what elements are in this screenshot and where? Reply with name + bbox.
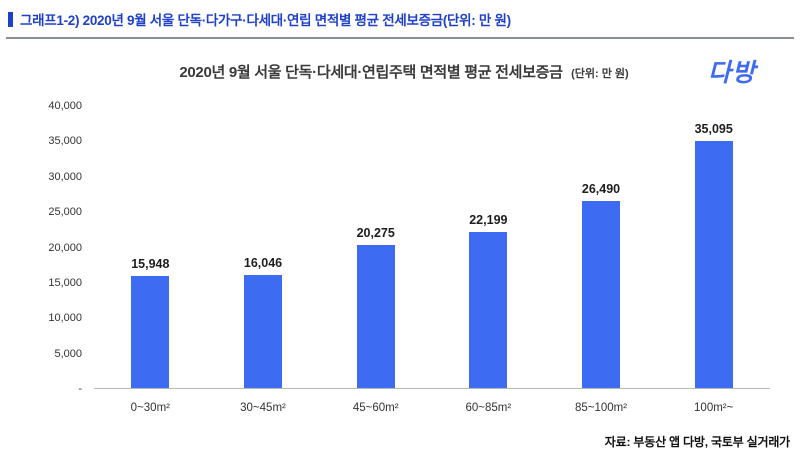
bar-value-label: 16,046 — [243, 255, 283, 270]
x-category-label: 30~45m² — [240, 402, 286, 414]
bar-column: 15,948 — [94, 106, 207, 388]
bar-column: 35,095 — [657, 106, 770, 388]
bar-column: 22,199 — [432, 106, 545, 388]
bar-column: 16,046 — [207, 106, 320, 388]
bar-value-label: 15,948 — [131, 256, 170, 271]
bar — [131, 275, 170, 388]
bar-value-label: 35,095 — [694, 121, 733, 136]
source-note: 자료: 부동산 앱 다방, 국토부 실거래가 — [604, 435, 790, 449]
bar — [469, 231, 508, 388]
x-category-label: 85~100m² — [574, 402, 628, 414]
x-category-label: 100m²~ — [694, 402, 734, 414]
bar-column: 26,490 — [545, 106, 658, 388]
x-category-label: 45~60m² — [352, 402, 399, 414]
bar-value-label: 20,275 — [356, 226, 395, 241]
chart-title-row: 2020년 9월 서울 단독·다세대·연립주택 면적별 평균 전세보증금 (단위… — [38, 61, 770, 82]
bar-chart: 40,000 35,000 30,000 25,000 20,000 15,000 10,0… — [38, 100, 770, 395]
report-title: 그래프1-2) 2020년 9월 서울 단독·다가구·다세대·연립 면적별 평균… — [20, 13, 511, 28]
plot-area: 15,948 16,046 20,275 22,199 26,490 35,095 — [94, 106, 770, 389]
bar-column: 20,275 — [319, 106, 432, 388]
x-category-label: 60~85m² — [465, 402, 512, 414]
bar — [356, 245, 395, 388]
report-header: 그래프1-2) 2020년 9월 서울 단독·다가구·다세대·연립 면적별 평균… — [0, 0, 800, 35]
bar — [694, 140, 733, 388]
bar-value-label: 26,490 — [581, 182, 621, 197]
header-divider — [6, 37, 794, 39]
chart-card: 다방 2020년 9월 서울 단독·다세대·연립주택 면적별 평균 전세보증금 … — [38, 59, 770, 414]
x-category-label: 0~30m² — [130, 402, 170, 414]
chart-unit-label: (단위: 만 원) — [571, 68, 629, 80]
bar — [582, 201, 621, 388]
x-axis: 0~30m² 30~45m² 45~60m² 60~85m² 85~100m² 100m²… — [94, 389, 770, 414]
chart-title: 2020년 9월 서울 단독·다세대·연립주택 면적별 평균 전세보증금 — [179, 64, 563, 81]
header-accent-bar — [8, 11, 13, 27]
bar-value-label: 22,199 — [469, 212, 508, 227]
y-axis: 40,000 35,000 30,000 25,000 20,000 15,000 10,0… — [48, 100, 82, 395]
dabang-logo: 다방 — [707, 59, 756, 87]
bar — [244, 274, 282, 388]
